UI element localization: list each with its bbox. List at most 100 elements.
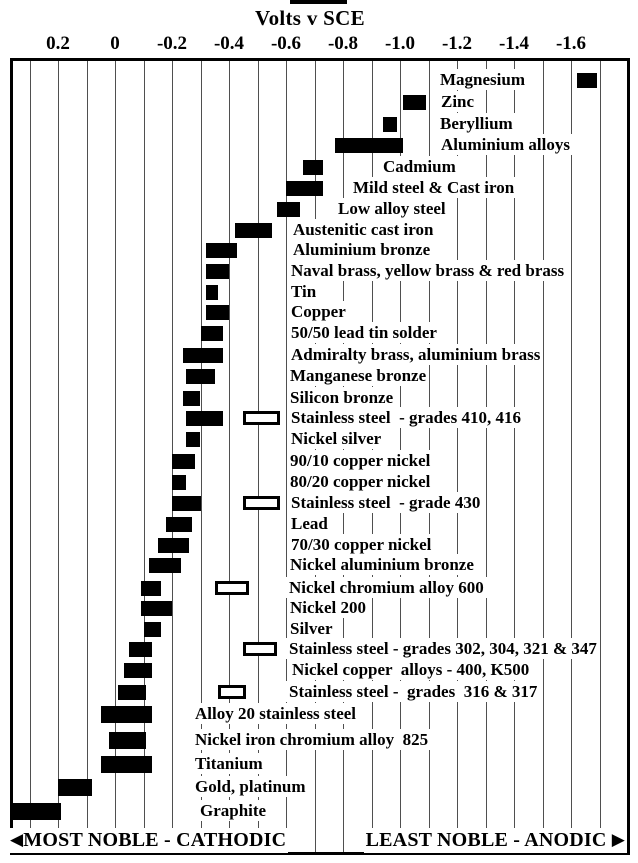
series-label: Nickel iron chromium alloy 825 [192,729,432,750]
series-active-bar [243,411,281,425]
axis-tick-label: -0.4 [213,33,245,54]
series-label: 50/50 lead tin solder [288,322,440,343]
series-label: Tin [288,281,320,302]
series-bar [334,137,403,153]
series-label: Beryllium [437,113,516,134]
series-bar [402,94,426,110]
series-label: Stainless steel - grades 316 & 317 [286,681,541,702]
series-active-bar [214,581,249,595]
axis-tick-label: -1.0 [384,33,416,54]
series-label: Graphite [197,800,270,821]
series-bar [109,731,147,749]
series-active-bar [217,685,247,699]
gridline [571,61,572,852]
series-bar [200,325,224,341]
gridline [457,61,458,852]
axis-tick-label: -1.2 [441,33,473,54]
series-bar [186,431,201,447]
axis-tick-label: 0 [110,33,120,54]
series-active-bar [243,496,281,510]
series-bar [183,347,224,363]
series-bar [206,284,218,300]
series-label: Naval brass, yellow brass & red brass [288,260,568,281]
series-label: Aluminium bronze [290,239,434,260]
series-label: Zinc [438,91,478,112]
series-bar [183,390,201,406]
axis-tick-label: -0.2 [156,33,188,54]
series-bar [100,705,153,723]
series-bar [166,516,192,532]
series-bar [129,641,153,657]
series-bar [234,222,272,238]
axis-tick-label: 0.2 [46,33,70,54]
chart-title: Volts v SCE [255,6,365,30]
series-bar [172,474,187,490]
series-label: Austenitic cast iron [290,219,437,240]
series-label: 80/20 copper nickel [287,471,434,492]
axis-tick-label: -0.8 [327,33,359,54]
plot-frame [10,58,630,855]
series-label: Stainless steel - grade 430 [288,492,484,513]
gridline [286,61,287,852]
series-label: Admiralty brass, aluminium brass [288,344,544,365]
series-label: Titanium [192,753,266,774]
series-label: Mild steel & Cast iron [350,177,518,198]
series-bar [143,621,161,637]
gridline [542,61,544,852]
series-label: Cadmium [380,156,459,177]
gridline [86,61,88,852]
series-bar [157,537,190,553]
series-label: Nickel chromium alloy 600 [286,577,487,598]
gridline [229,61,230,852]
footer-left-text: MOST NOBLE - CATHODIC [23,829,287,851]
series-bar [123,662,152,678]
series-label: Magnesium [437,69,528,90]
gridline [58,61,59,852]
series-bar [576,72,597,88]
series-label: Manganese bronze [287,365,430,386]
series-bar [277,201,301,217]
left-arrow-icon: ◀ [10,830,24,849]
series-label: Nickel copper alloys - 400, K500 [289,659,533,680]
series-bar [172,495,201,511]
series-bar [140,580,161,596]
series-bar [206,242,238,258]
series-label: Silicon bronze [287,387,397,408]
series-bar [172,453,195,469]
series-bar [206,263,229,279]
right-arrow-icon: ▶ [611,830,625,849]
gridline [599,61,601,852]
series-bar [140,600,173,616]
gridline [257,61,259,852]
series-label: Copper [288,301,349,322]
series-label: 70/30 copper nickel [288,534,435,555]
series-bar [186,410,224,426]
series-label: Stainless steel - grades 302, 304, 321 &… [286,638,600,659]
series-label: Nickel aluminium bronze [287,554,477,575]
gridline [514,61,515,852]
series-bar [12,802,61,820]
series-label: Gold, platinum [192,776,309,797]
series-label: Aluminium alloys [438,134,573,155]
series-label: Lead [288,513,331,534]
gridline [485,61,487,852]
gridline [115,61,116,852]
series-bar [286,180,324,196]
series-bar [303,159,323,175]
series-bar [186,368,215,384]
series-label: 90/10 copper nickel [287,450,434,471]
series-active-bar [243,642,278,656]
series-label: Low alloy steel [335,198,449,219]
series-label: Stainless steel - grades 410, 416 [288,407,524,428]
series-bar [117,684,147,700]
series-label: Nickel 200 [287,597,370,618]
footer-right-text: LEAST NOBLE - ANODIC [365,829,607,851]
axis-tick-label: -0.6 [270,33,302,54]
series-label: Silver [287,618,336,639]
footer-most-noble-cathodic: ◀MOST NOBLE - CATHODIC [8,828,289,853]
series-bar [58,778,93,796]
gridline [143,61,145,852]
series-bar [100,755,153,773]
